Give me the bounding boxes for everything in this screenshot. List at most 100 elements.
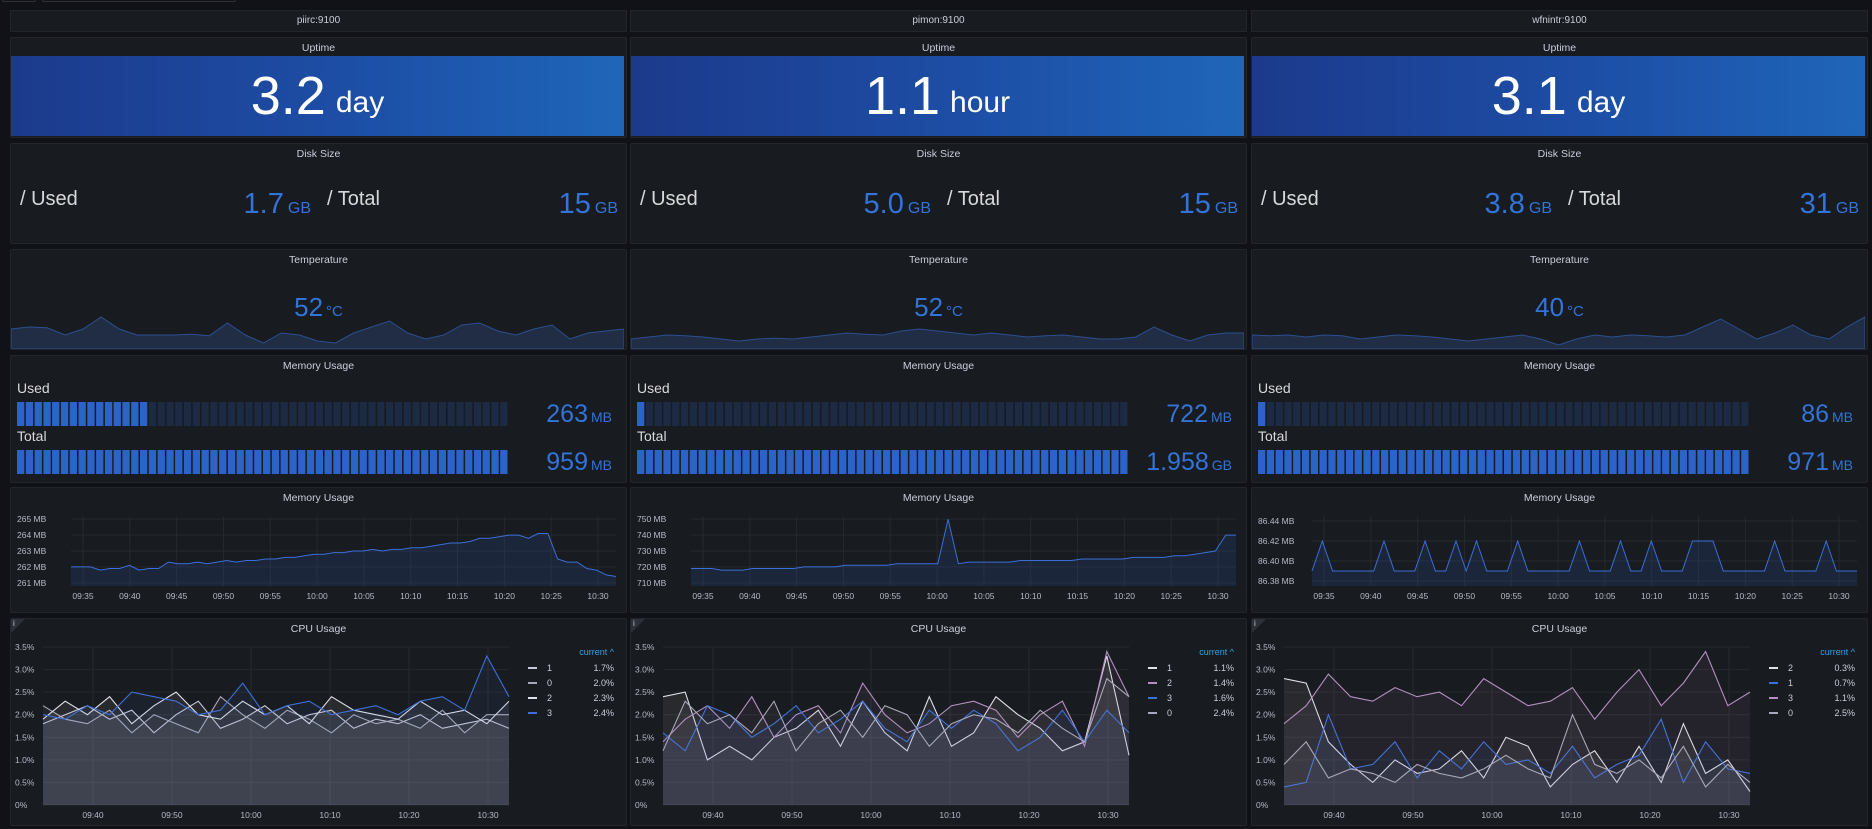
gauge-cell <box>883 450 891 474</box>
gauge-cell <box>645 450 654 474</box>
info-icon[interactable]: i <box>631 619 645 633</box>
host-row-header[interactable]: pimon:9100 <box>630 10 1247 32</box>
legend-series-name: 0 <box>1167 707 1173 718</box>
gauge-cell <box>271 450 280 474</box>
panel-title[interactable]: Memory Usage <box>902 360 975 372</box>
gauge-cell <box>1058 402 1066 426</box>
panel-title[interactable]: Memory Usage <box>902 492 975 504</box>
gauge-cell <box>1102 402 1110 426</box>
legend-item[interactable]: 2 0.3% <box>1769 660 1859 675</box>
disk-total-label: / Total <box>1568 188 1621 210</box>
gauge-cell <box>970 402 979 426</box>
legend-item[interactable]: 1 1.7% <box>528 660 618 675</box>
host-row-header[interactable]: wfnintr:9100 <box>1251 10 1868 32</box>
gauge-cell <box>1547 450 1556 474</box>
legend-current-value: 1.6% <box>1213 692 1234 703</box>
gauge-cell <box>1583 450 1591 474</box>
gauge-cell <box>1345 450 1354 474</box>
panel-title[interactable]: Uptime <box>301 42 336 54</box>
gauge-cell <box>43 402 51 426</box>
x-tick-label: 10:30 <box>477 810 499 820</box>
gauge-cell <box>386 450 394 474</box>
gauge-cell <box>342 450 350 474</box>
gauge-cell <box>1258 402 1266 426</box>
panel-title[interactable]: Temperature <box>289 254 348 266</box>
legend-sort-header[interactable]: current ^ <box>579 647 614 657</box>
panel-title[interactable]: Uptime <box>921 42 956 54</box>
gauge-cell <box>421 450 429 474</box>
panel-title[interactable]: CPU Usage <box>910 623 967 635</box>
gauge-cell <box>1688 402 1696 426</box>
panel-title[interactable]: Temperature <box>1530 254 1589 266</box>
gauge-cell <box>447 450 455 474</box>
gauge-cell <box>403 450 411 474</box>
toolbar-button[interactable] <box>2 0 36 2</box>
gauge-cell <box>140 450 148 474</box>
gauge-cell <box>1006 402 1014 426</box>
gauge-cell <box>1093 450 1102 474</box>
legend-item[interactable]: 2 1.4% <box>1148 675 1238 690</box>
panel-title[interactable]: Memory Usage <box>282 492 355 504</box>
memory-usage-graph[interactable]: 265 MB 264 MB 263 MB 262 MB 261 MB 09:35 09:40… <box>11 508 624 613</box>
gauge-cell <box>1085 450 1093 474</box>
panel-title[interactable]: Memory Usage <box>1523 360 1596 372</box>
legend-item[interactable]: 3 1.6% <box>1148 690 1238 705</box>
legend-item[interactable]: 3 1.1% <box>1769 690 1859 705</box>
memory-usage-graph[interactable]: 750 MB 740 MB 730 MB 720 MB 710 MB 09:35 09:40… <box>631 508 1244 613</box>
legend-item[interactable]: 0 2.0% <box>528 675 618 690</box>
gauge-cell <box>456 402 464 426</box>
panel-title[interactable]: Disk Size <box>916 148 961 160</box>
panel-title[interactable]: CPU Usage <box>290 623 347 635</box>
legend-item[interactable]: 2 2.3% <box>528 690 618 705</box>
gauge-cell <box>926 450 935 474</box>
temperature-panel: Temperature 52 °C <box>10 249 627 350</box>
panel-title[interactable]: Uptime <box>1542 42 1577 54</box>
legend-series-name: 2 <box>1167 677 1173 688</box>
gauge-cell <box>830 402 838 426</box>
legend-item[interactable]: 1 0.7% <box>1769 675 1859 690</box>
legend-item[interactable]: 3 2.4% <box>528 705 618 720</box>
gauge-cell <box>131 450 139 474</box>
gauge-cell <box>210 450 218 474</box>
x-tick-label: 10:05 <box>353 591 375 601</box>
panel-title[interactable]: CPU Usage <box>1531 623 1588 635</box>
info-icon[interactable]: i <box>1252 619 1266 633</box>
legend-item[interactable]: 1 1.1% <box>1148 660 1238 675</box>
gauge-cell <box>1662 402 1670 426</box>
y-tick-label: 0% <box>15 800 28 810</box>
cpu-usage-graph[interactable]: 3.5% 3.0% 2.5% 2.0% 1.5% 1.0% 0.5% 0% 09:40 09:50… <box>1252 637 1865 826</box>
host-row-header[interactable]: piirc:9100 <box>10 10 627 32</box>
cpu-usage-graph[interactable]: 3.5% 3.0% 2.5% 2.0% 1.5% 1.0% 0.5% 0% 09:40 09:50… <box>631 637 1244 826</box>
memory-usage-graph[interactable]: 86.44 MB 86.42 MB 86.40 MB 86.38 MB 09:35 09:… <box>1252 508 1865 613</box>
panel-title[interactable]: Memory Usage <box>282 360 355 372</box>
legend-item[interactable]: 0 2.4% <box>1148 705 1238 720</box>
x-tick-label: 09:40 <box>82 810 104 820</box>
legend-sort-header[interactable]: current ^ <box>1820 647 1855 657</box>
gauge-cell <box>1706 450 1714 474</box>
panel-title[interactable]: Temperature <box>909 254 968 266</box>
gauge-cell <box>760 402 768 426</box>
toolbar-input[interactable] <box>42 0 236 2</box>
gauge-cell <box>1468 450 1477 474</box>
panel-title[interactable]: Disk Size <box>296 148 341 160</box>
x-tick-label: 10:10 <box>939 810 961 820</box>
info-icon[interactable]: i <box>11 619 25 633</box>
gauge-cell <box>891 402 900 426</box>
legend-sort-header[interactable]: current ^ <box>1199 647 1234 657</box>
x-tick-label: 10:25 <box>1161 591 1183 601</box>
panel-title[interactable]: Disk Size <box>1537 148 1582 160</box>
cpu-usage-graph[interactable]: 3.5% 3.0% 2.5% 2.0% 1.5% 1.0% 0.5% 0% 09:40 09:50… <box>11 637 624 826</box>
cpu-series-area <box>1284 714 1750 805</box>
memory-total-number: 1.958 <box>1146 448 1209 476</box>
gauge-cell <box>847 402 856 426</box>
legend-item[interactable]: 0 2.5% <box>1769 705 1859 720</box>
memory-usage-graph-panel: Memory Usage 86.44 MB 86.42 MB 86.40 MB 86.3… <box>1251 487 1868 613</box>
gauge-cell <box>1706 402 1714 426</box>
gauge-cell <box>1591 450 1600 474</box>
gauge-cell <box>680 450 689 474</box>
x-tick-label: 10:30 <box>1207 591 1229 601</box>
gauge-cell <box>1076 402 1084 426</box>
panel-title[interactable]: Memory Usage <box>1523 492 1596 504</box>
gauge-cell <box>1301 402 1310 426</box>
y-tick-label: 710 MB <box>637 578 667 588</box>
